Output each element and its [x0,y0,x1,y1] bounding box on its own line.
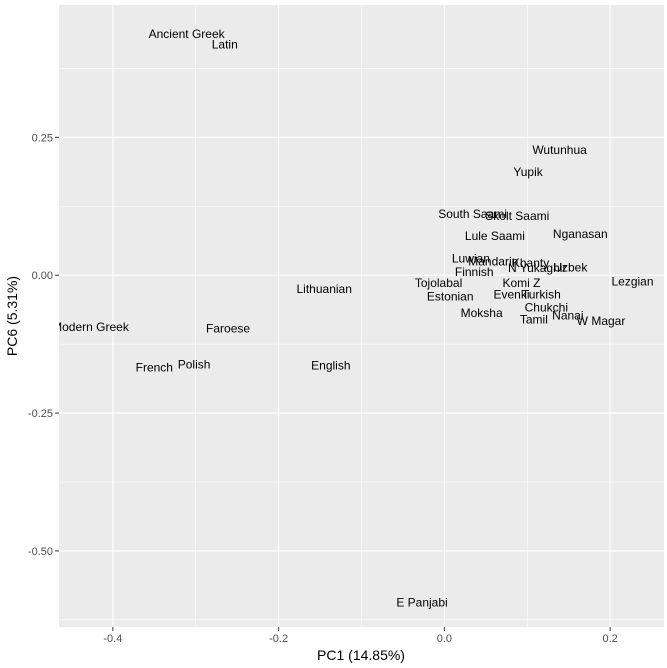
point-label: Lule Saami [465,229,525,243]
point-label: Finnish [455,265,494,279]
point-label: Turkish [522,287,561,301]
point-label: Evenki [493,287,529,301]
point-label: Modern Greek [52,320,130,334]
major-gridlines [59,5,664,627]
y-axis-title: PC6 (5.31%) [4,276,20,356]
point-label: Uzbek [553,260,588,274]
minor-gridlines [59,5,664,627]
point-label: Komi Z [502,276,540,290]
x-tick-label: 0.0 [437,633,452,645]
point-label: W Magar [577,314,626,328]
point-label: Estonian [427,290,474,304]
point-label: Moksha [461,306,503,320]
point-label: Wutunhua [532,143,587,157]
y-tick-label: 0.00 [32,270,53,282]
point-label: Yupik [513,165,543,179]
point-label: N Yukaghir [508,261,566,275]
point-label: Faroese [206,322,250,336]
x-tick-label: -0.2 [269,633,288,645]
y-axis: -0.50 -0.25 0.00 0.25 [28,132,59,558]
x-tick-label: -0.4 [103,633,122,645]
point-label: South Saami [438,207,507,221]
point-label: Khanty [512,256,549,270]
point-label: Nanai [552,308,583,322]
point-label: Tamil [520,312,548,326]
x-axis: -0.4 -0.2 0.0 0.2 [103,627,618,645]
point-label: Lithuanian [297,282,352,296]
y-tick-label: -0.50 [28,546,53,558]
point-label: English [311,359,350,373]
x-tick-label: 0.2 [602,633,617,645]
point-label: Latin [212,38,238,52]
point-label: French [136,360,173,374]
point-label: Ancient Greek [149,27,226,41]
point-label: Tojolabal [415,276,462,290]
point-label: Chukchi [525,301,568,315]
point-label: E Panjabi [396,596,447,610]
point-label: Polish [178,358,211,372]
y-tick-label: 0.25 [32,132,53,144]
point-label: Luwian [452,252,490,266]
x-axis-title: PC1 (14.85%) [317,647,405,663]
y-tick-label: -0.25 [28,408,53,420]
point-label: Nganasan [553,227,608,241]
point-label: Mandarin [468,254,518,268]
point-label: Lezgian [611,274,653,288]
point-label: Skolt Saami [485,209,549,223]
